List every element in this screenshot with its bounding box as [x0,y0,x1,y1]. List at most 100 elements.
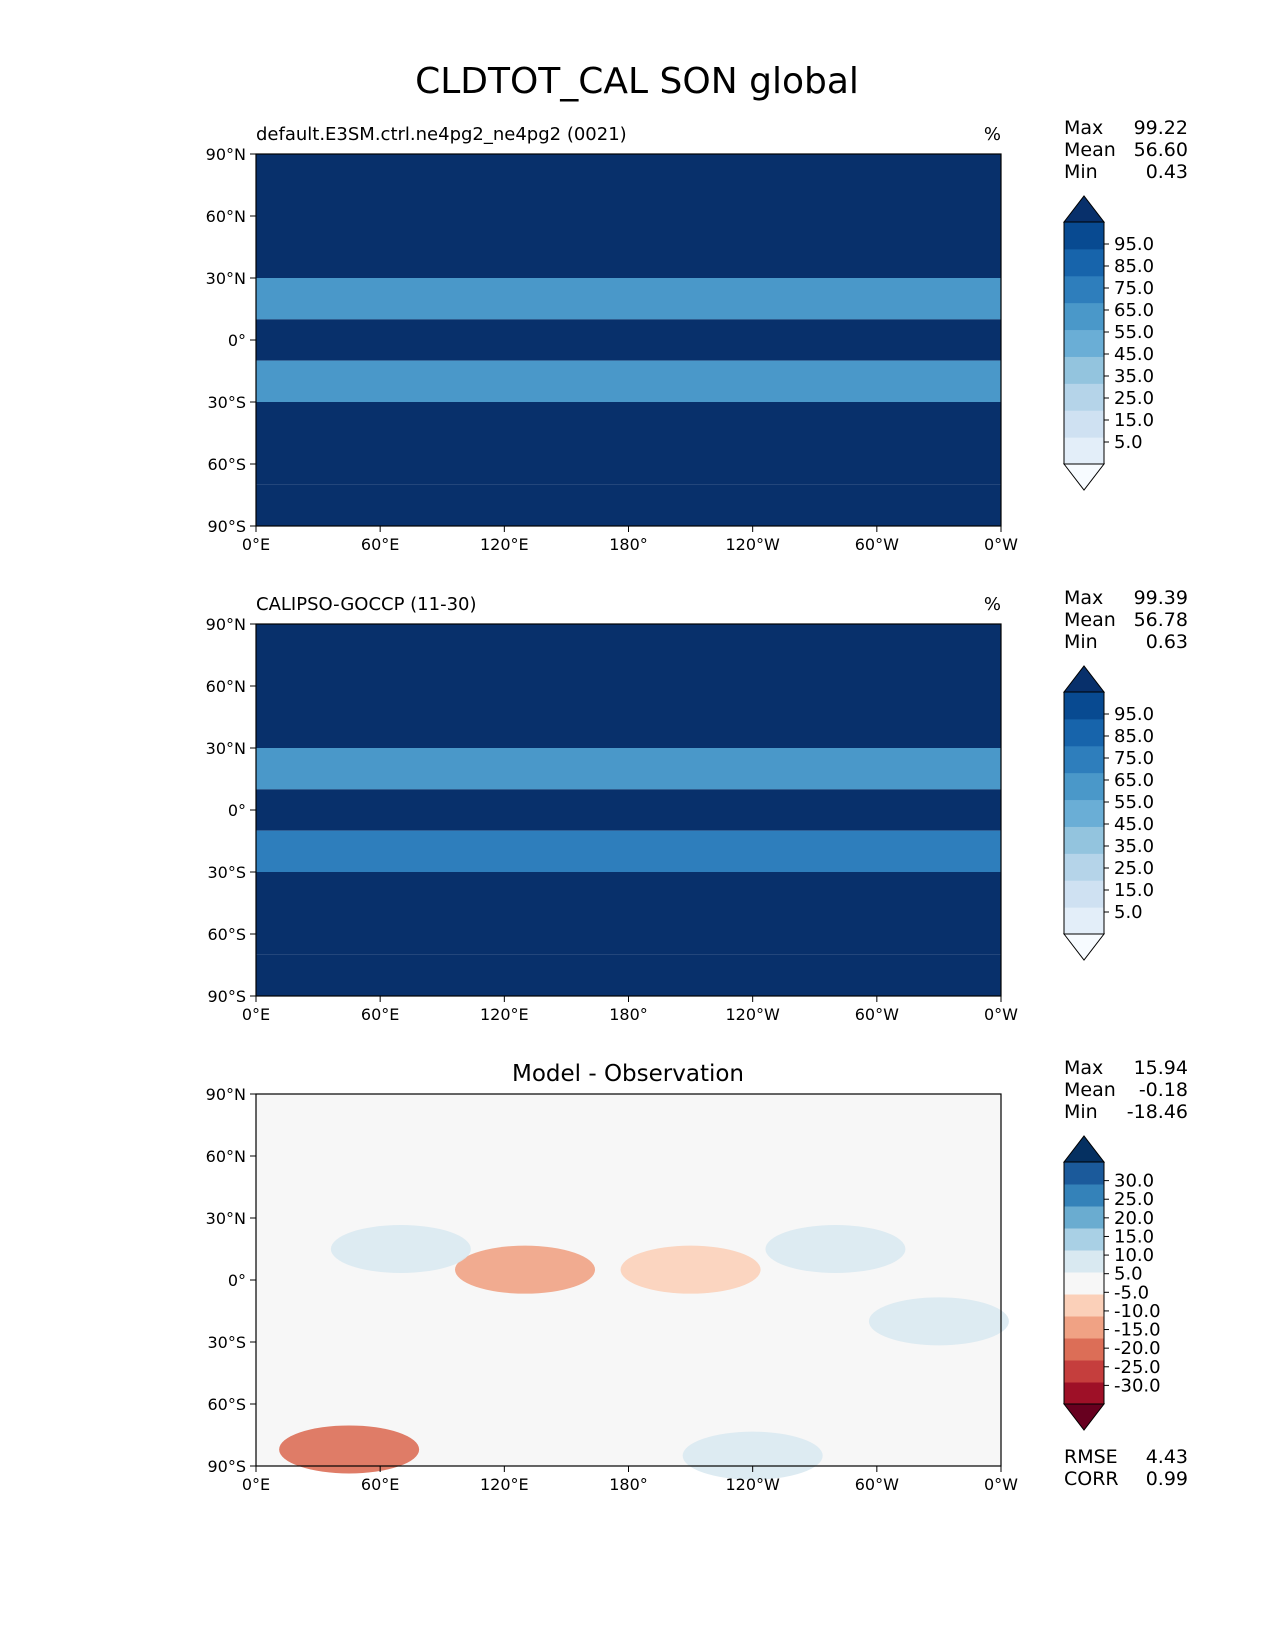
y-tick-label: 30°N [206,1209,246,1228]
x-tick-label: 120°W [725,535,780,554]
field-band-5 [256,872,1001,934]
field-band-0 [256,624,1001,686]
colorbar-tick-label: 15.0 [1114,1226,1154,1247]
colorbar-tick-label: 55.0 [1114,322,1154,343]
colorbar-segment [1064,302,1104,331]
y-tick-label: 60°S [207,455,246,474]
map-obs: 0°E 60°E 120°E 180° 120°W 60°W 0°W 90°N 60°N 30°N… [206,615,1019,1024]
panel-obs-subtitle: CALIPSO-GOCCP (11-30) [256,594,477,615]
colorbar-segment [1064,1184,1104,1207]
stat-min-label: Min [1064,1101,1098,1123]
stats-diff: Max 15.94 Mean -0.18 Min -18.46 [1064,1057,1188,1123]
y-tick-label: 90°N [206,1085,246,1104]
colorbar-tick-label: 35.0 [1114,366,1154,387]
x-tick-label: 0°W [984,1005,1018,1024]
anomaly-maritime-continent [455,1245,596,1294]
colorbar-extend-low [1062,933,1106,961]
colorbar-segment [1064,907,1104,935]
y-tick-label: 30°S [207,393,246,412]
colorbar-tick-label: 15.0 [1114,880,1154,901]
colorbar-tick-label: 5.0 [1114,1264,1143,1285]
map-model: 0°E 60°E 120°E 180° 120°W 60°W 0°W 90°N 60°N 30°N… [206,145,1019,554]
corr-label: CORR [1064,1468,1119,1490]
field-band-4 [256,360,1001,402]
y-tick-label: 30°S [207,1333,246,1352]
stat-max-label: Max [1064,587,1103,609]
x-tick-label: 0°E [242,1005,270,1024]
x-tick-label: 60°W [855,535,899,554]
figure-title: CLDTOT_CAL SON global [415,61,859,102]
y-tick-label: 90°N [206,615,246,634]
field-band-5 [256,402,1001,464]
stat-min-value: 0.63 [1146,631,1188,653]
colorbar-tick-label: 5.0 [1114,902,1143,923]
y-tick-label: 60°N [206,207,246,226]
colorbar-tick-label: 25.0 [1114,388,1154,409]
colorbar-tick-label: -30.0 [1114,1375,1161,1396]
colorbar-extend-high [1062,195,1106,223]
x-tick-label: 60°W [855,1005,899,1024]
x-tick-label: 0°W [984,1475,1018,1494]
x-tick-label: 60°E [361,1005,399,1024]
anomaly-antarctic-sector [279,1425,420,1474]
colorbar-segment [1064,1338,1104,1361]
colorbar-tick-label: -10.0 [1114,1301,1161,1322]
stat-max-value: 99.39 [1134,587,1188,609]
stats-obs: Max 99.39 Mean 56.78 Min 0.63 [1064,587,1188,653]
x-tick-label: 180° [609,1005,648,1024]
colorbar-segment [1064,1316,1104,1339]
x-tick-label: 180° [609,1475,648,1494]
colorbar-tick-label: 20.0 [1114,1208,1154,1229]
colorbar-diff: -30.0-25.0-20.0-15.0-10.0-5.05.010.015.0… [1062,1135,1161,1431]
y-tick-label: 60°N [206,677,246,696]
panel-model: default.E3SM.ctrl.ne4pg2_ne4pg2 (0021) %… [206,117,1188,554]
colorbar-tick-label: -20.0 [1114,1338,1161,1359]
colorbar-segment [1064,437,1104,465]
x-tick-label: 0°E [242,1475,270,1494]
colorbar-tick-label: -25.0 [1114,1357,1161,1378]
colorbar-segment [1064,1228,1104,1251]
panel-diff-title: Model - Observation [512,1061,744,1087]
colorbar-tick-label: -15.0 [1114,1320,1161,1341]
y-tick-label: 90°S [207,1457,246,1476]
colorbar-tick-label: 30.0 [1114,1171,1154,1192]
colorbar-segment [1064,692,1104,720]
anomaly-indian-ocean-north [330,1225,471,1273]
stat-max-value: 15.94 [1134,1057,1188,1079]
stat-mean-value: 56.78 [1134,609,1188,631]
y-tick-label: 30°S [207,863,246,882]
colorbar-tick-label: 85.0 [1114,256,1154,277]
y-tick-label: 60°S [207,925,246,944]
stat-max-value: 99.22 [1134,117,1188,139]
colorbar-extend-low [1062,463,1106,491]
colorbar-frame [1063,1161,1105,1405]
x-tick-label: 60°E [361,1475,399,1494]
colorbar-tick-label: 55.0 [1114,792,1154,813]
stat-min-label: Min [1064,161,1098,183]
stat-mean-value: -0.18 [1139,1079,1188,1101]
colorbar-tick-label: 5.0 [1114,432,1143,453]
rmse-value: 4.43 [1146,1446,1188,1468]
x-tick-label: 0°W [984,535,1018,554]
anomaly-southern-pacific [682,1431,823,1480]
colorbar-frame [1063,691,1105,935]
y-tick-label: 90°S [207,517,246,536]
colorbar-tick-label: 85.0 [1114,726,1154,747]
colorbar-tick-label: 65.0 [1114,770,1154,791]
map-diff: 0°E 60°E 120°E 180° 120°W 60°W 0°W 90°N 60°N 30°N… [206,1085,1019,1494]
colorbar-tick-label: 45.0 [1114,344,1154,365]
colorbar-tick-label: 35.0 [1114,836,1154,857]
colorbar-segment [1064,1250,1104,1273]
anomaly-caribbean [765,1225,906,1273]
field-band-0 [256,154,1001,216]
colorbar-segment [1064,275,1104,304]
colorbar-tick-label: 65.0 [1114,300,1154,321]
x-tick-label: 180° [609,535,648,554]
panel-obs-units: % [984,594,1001,615]
stat-max-label: Max [1064,117,1103,139]
panel-obs: CALIPSO-GOCCP (11-30) % 0°E 60°E 120°E 180°… [206,587,1188,1024]
colorbar-segment [1064,1382,1104,1405]
colorbar-model: 5.015.025.035.045.055.065.075.085.095.0 [1062,195,1154,491]
colorbar-segment [1064,410,1104,438]
